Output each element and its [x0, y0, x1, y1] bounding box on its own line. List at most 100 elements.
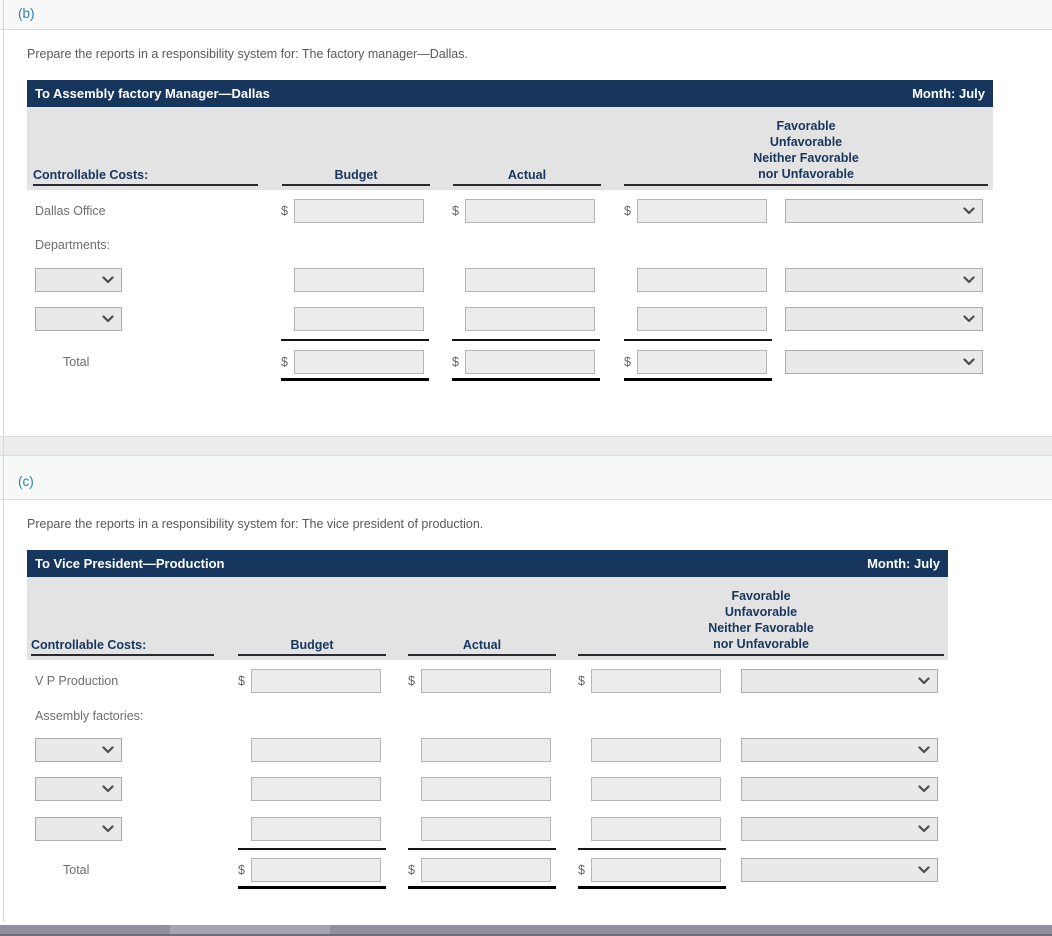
page-left-divider [3, 0, 4, 922]
report-body: V P Production $ $ $ [27, 669, 948, 889]
total-variance-direction-select[interactable] [742, 859, 937, 881]
section-c-instruction: Prepare the reports in a responsibility … [27, 517, 484, 531]
section-c-label: (c) [18, 474, 34, 489]
factory-1-variance-direction-select[interactable] [742, 739, 937, 761]
dollar-sign: $ [238, 863, 245, 877]
dollar-sign: $ [578, 863, 585, 877]
report-month: Month: July [867, 556, 940, 571]
report-dallas-factory-manager: To Assembly factory Manager—Dallas Month… [27, 80, 993, 381]
horizontal-scrollbar[interactable] [0, 925, 1052, 934]
scrollbar-thumb[interactable] [170, 925, 330, 934]
table-row-dallas-office: Dallas Office $ $ $ [27, 199, 993, 223]
table-row-group-label: Assembly factories: [27, 709, 948, 723]
dollar-sign: $ [281, 204, 288, 218]
factory-select-1[interactable] [36, 739, 121, 761]
table-row-vp-production: V P Production $ $ $ [27, 669, 948, 693]
factory-2-actual-input[interactable] [421, 777, 551, 801]
section-b-header-strip: (b) [0, 0, 1052, 30]
table-row-total: Total $ $ $ [27, 858, 948, 882]
total-budget-input[interactable] [294, 350, 424, 374]
column-header-actual: Actual [453, 168, 601, 186]
total-label: Total [63, 355, 90, 369]
dollar-sign: $ [452, 204, 459, 218]
total-label: Total [63, 863, 90, 877]
vp-production-actual-input[interactable] [421, 669, 551, 693]
dallas-office-variance-direction-select[interactable] [786, 200, 982, 222]
report-title-bar: To Assembly factory Manager—Dallas Month… [27, 80, 993, 107]
dollar-sign: $ [408, 863, 415, 877]
dollar-sign: $ [408, 674, 415, 688]
factory-1-variance-input[interactable] [591, 738, 721, 762]
table-row-department-1 [27, 268, 993, 292]
department-2-budget-input[interactable] [294, 307, 424, 331]
section-b-label: (b) [18, 6, 35, 21]
section-c-header-strip: (c) [0, 455, 1052, 500]
dollar-sign: $ [578, 674, 585, 688]
total-budget-input[interactable] [251, 858, 381, 882]
vp-production-variance-direction-select[interactable] [742, 670, 937, 692]
vp-production-budget-input[interactable] [251, 669, 381, 693]
section-gap [0, 437, 1052, 455]
column-header-budget: Budget [282, 168, 430, 186]
section-c-content: Prepare the reports in a responsibility … [0, 500, 1052, 936]
report-body: Dallas Office $ $ $ [27, 199, 993, 381]
factory-1-actual-input[interactable] [421, 738, 551, 762]
department-1-variance-direction-select[interactable] [786, 269, 982, 291]
total-rule [27, 378, 993, 381]
column-header-budget: Budget [238, 638, 386, 656]
report-column-headers: Controllable Costs: Budget Actual Favora… [27, 577, 948, 660]
department-1-budget-input[interactable] [294, 268, 424, 292]
department-select-1[interactable] [36, 269, 121, 291]
report-title-bar: To Vice President—Production Month: July [27, 550, 948, 577]
section-b-content: Prepare the reports in a responsibility … [0, 30, 1052, 437]
department-select-2[interactable] [36, 308, 121, 330]
page-bottom-edge [0, 934, 1052, 936]
dollar-sign: $ [238, 674, 245, 688]
dollar-sign: $ [624, 355, 631, 369]
dollar-sign: $ [624, 204, 631, 218]
factory-3-variance-direction-select[interactable] [742, 818, 937, 840]
factory-1-budget-input[interactable] [251, 738, 381, 762]
total-actual-input[interactable] [465, 350, 595, 374]
factory-2-variance-input[interactable] [591, 777, 721, 801]
table-row-total: Total $ $ $ [27, 350, 993, 374]
factory-3-actual-input[interactable] [421, 817, 551, 841]
subtotal-rule [27, 339, 993, 341]
row-label: V P Production [35, 674, 119, 688]
department-1-actual-input[interactable] [465, 268, 595, 292]
report-title: To Vice President—Production [35, 556, 225, 571]
row-label: Dallas Office [35, 204, 106, 218]
table-row-factory-1 [27, 738, 948, 762]
table-row-department-2 [27, 307, 993, 331]
table-row-group-label: Departments: [27, 238, 993, 252]
factory-select-2[interactable] [36, 778, 121, 800]
report-title: To Assembly factory Manager—Dallas [35, 86, 270, 101]
group-label: Assembly factories: [35, 709, 144, 723]
vp-production-variance-input[interactable] [591, 669, 721, 693]
dallas-office-actual-input[interactable] [465, 199, 595, 223]
table-row-factory-3 [27, 817, 948, 841]
factory-2-budget-input[interactable] [251, 777, 381, 801]
factory-3-variance-input[interactable] [591, 817, 721, 841]
total-variance-input[interactable] [591, 858, 721, 882]
department-2-variance-input[interactable] [637, 307, 767, 331]
section-b-instruction: Prepare the reports in a responsibility … [27, 47, 468, 61]
group-label: Departments: [35, 238, 111, 252]
table-row-factory-2 [27, 777, 948, 801]
department-2-actual-input[interactable] [465, 307, 595, 331]
department-2-variance-direction-select[interactable] [786, 308, 982, 330]
total-variance-input[interactable] [637, 350, 767, 374]
total-variance-direction-select[interactable] [786, 351, 982, 373]
factory-select-3[interactable] [36, 818, 121, 840]
department-1-variance-input[interactable] [637, 268, 767, 292]
factory-2-variance-direction-select[interactable] [742, 778, 937, 800]
subtotal-rule [27, 848, 948, 850]
column-header-controllable-costs: Controllable Costs: [31, 638, 214, 656]
total-actual-input[interactable] [421, 858, 551, 882]
dallas-office-variance-input[interactable] [637, 199, 767, 223]
column-header-actual: Actual [408, 638, 556, 656]
column-header-variance: Favorable Unfavorable Neither Favorable … [578, 588, 944, 656]
dallas-office-budget-input[interactable] [294, 199, 424, 223]
factory-3-budget-input[interactable] [251, 817, 381, 841]
